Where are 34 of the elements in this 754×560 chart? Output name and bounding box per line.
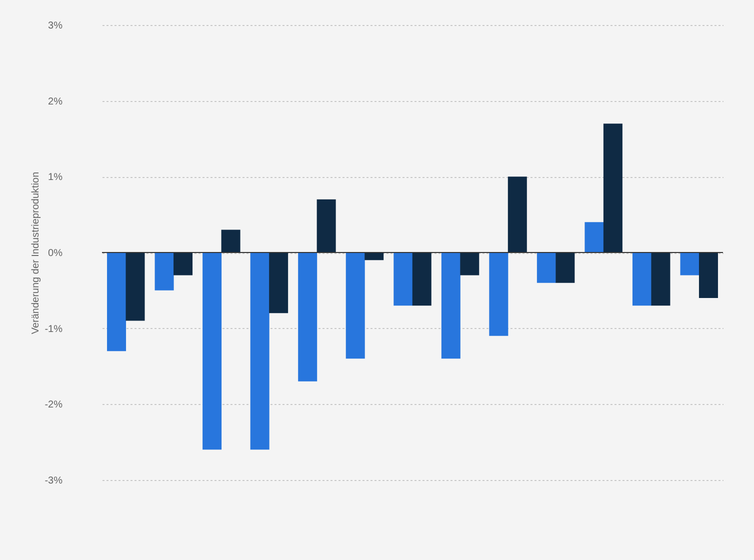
bar [316,199,336,252]
bar [680,252,700,276]
bar [460,252,480,276]
bar [269,252,288,314]
bar [556,252,575,283]
y-tick-label: -3% [44,476,63,486]
bar [651,252,670,306]
y-axis-title: Veränderung der Industrieproduktion [30,172,42,334]
bar [346,252,365,359]
y-tick-label: 1% [48,172,63,184]
bar [298,252,318,382]
bar [698,252,718,298]
y-tick-label: 3% [48,20,63,32]
bar [107,252,126,352]
bar [154,252,174,290]
y-tick-label: 0% [48,248,63,259]
bar [489,252,508,336]
bar [394,252,413,306]
bar [250,252,270,450]
bar [126,252,145,321]
y-tick-label: -1% [44,324,63,335]
y-tick-label: -2% [44,400,63,411]
bar [603,124,622,252]
bar [536,252,556,283]
y-tick-label: 2% [48,96,63,108]
bar [174,252,193,276]
bar [202,252,222,450]
bar [221,230,240,252]
bar [412,252,432,306]
bar [441,252,460,359]
bar [508,176,527,252]
bar [584,222,604,252]
bar [364,252,384,260]
bar [632,252,652,306]
